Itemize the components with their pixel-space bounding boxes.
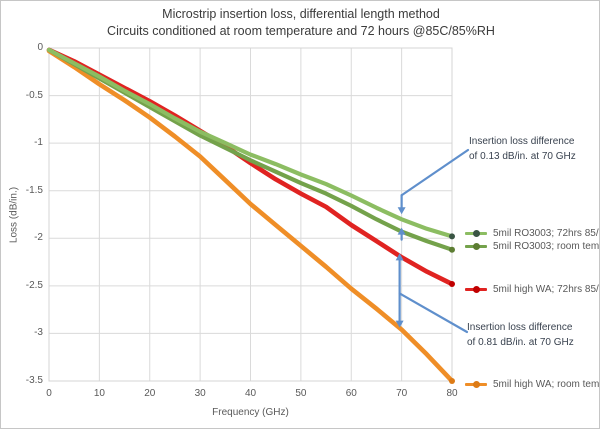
x-tick-label: 70 <box>396 388 408 399</box>
legend-label: 5mil high WA; 72hrs 85/85 <box>493 284 600 295</box>
plot-border <box>48 47 453 382</box>
x-tick-label: 20 <box>144 388 156 399</box>
y-axis-title: Loss (dB/in.) <box>8 186 20 244</box>
annotation-text-line: of 0.81 dB/in. at 70 GHz <box>467 337 574 348</box>
series-endpoint-1 <box>449 246 455 253</box>
x-tick-label: 80 <box>446 388 458 399</box>
x-tick-label: 60 <box>345 388 357 399</box>
annotation-text-line: Insertion loss difference <box>469 136 575 147</box>
series-endpoint-2 <box>449 280 455 287</box>
annotation-text-0: Insertion loss difference of 0.13 dB/in. … <box>469 134 599 164</box>
series-endpoint-3 <box>449 378 455 384</box>
annotation-text-line: of 0.13 dB/in. at 70 GHz <box>469 151 576 162</box>
y-tick-label: -3.5 <box>25 375 43 386</box>
annotation-arrow-line <box>400 148 470 197</box>
x-tick-label: 50 <box>295 388 307 399</box>
legend-dot-marker <box>473 380 480 388</box>
chart-title-line2: Circuits conditioned at room temperature… <box>107 24 495 38</box>
y-tick-label: -1 <box>34 137 43 149</box>
y-tick-label: -2 <box>34 232 43 244</box>
legend-label: 5mil RO3003; room temp <box>493 241 600 252</box>
annotation-arrowhead-down <box>395 320 404 328</box>
x-tick-label: 30 <box>194 388 206 399</box>
annotation-text-1: Insertion loss difference of 0.81 dB/in. … <box>467 320 599 350</box>
legend-label: 5mil RO3003; 72hrs 85/85 <box>493 228 600 239</box>
x-axis-title: Frequency (GHz) <box>212 407 289 418</box>
y-tick-label: -0.5 <box>25 89 43 101</box>
x-tick-label: 10 <box>93 388 105 399</box>
annotation-text-line: Insertion loss difference <box>467 322 573 333</box>
legend-label: 5mil high WA; room temp <box>493 379 600 390</box>
legend-dot-marker <box>473 242 480 250</box>
x-tick-label: 40 <box>244 388 257 399</box>
series-line-0 <box>46 47 455 239</box>
series-line-3 <box>46 48 455 384</box>
y-tick-label: -2.5 <box>25 279 43 291</box>
legend-dot-marker <box>473 285 480 293</box>
series-line-2 <box>46 47 455 287</box>
y-tick-label: -3 <box>34 327 43 339</box>
chart-title-line1: Microstrip insertion loss, differential … <box>162 7 440 21</box>
series-endpoint-0 <box>449 233 455 240</box>
y-tick-label: -1.5 <box>25 184 43 196</box>
legend-dot-marker <box>473 229 480 237</box>
x-tick-label: 0 <box>46 388 52 399</box>
annotation-arrowhead-down <box>397 207 406 215</box>
annotation-arrowhead-up <box>395 253 404 261</box>
annotation-arrow-line <box>398 292 469 334</box>
annotation-arrowhead-up <box>397 227 406 235</box>
y-tick-label: 0 <box>37 42 43 53</box>
